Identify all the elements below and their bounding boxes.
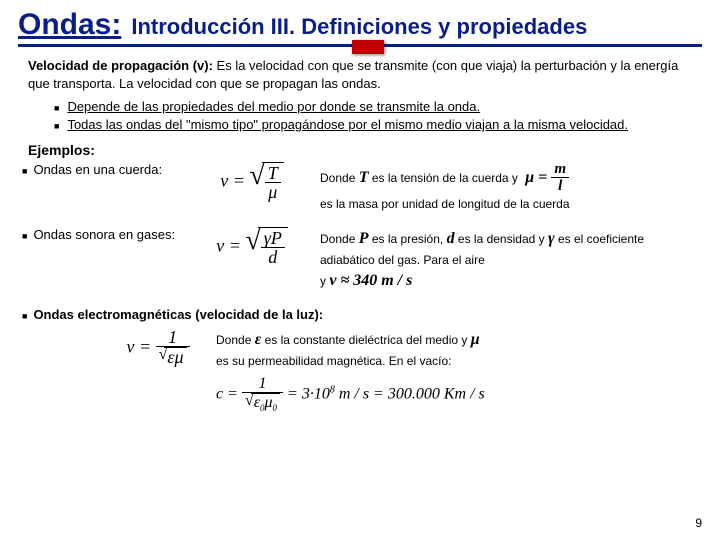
bullet-icon: ■ xyxy=(54,102,59,116)
sonora-explain: Donde P es la presión, d es la densidad … xyxy=(320,227,702,293)
intro-lead-bold: Velocidad de propagación (v): xyxy=(28,58,213,73)
em-formula: v = 1 √εμ xyxy=(108,328,208,368)
example-em: v = 1 √εμ Donde ε es la constante dieléc… xyxy=(108,328,702,414)
bullet-icon: ■ xyxy=(22,166,27,176)
em-vacuum-formula: c = 1 √ε0μ0 = 3·108 m / s = 300.000 Km /… xyxy=(216,376,702,414)
bullet-text: Todas las ondas del "mismo tipo" propagá… xyxy=(67,116,628,134)
sonora-label: ■ Ondas sonora en gases: xyxy=(22,227,192,242)
cuerda-explain: Donde T es la tensión de la cuerda y μ =… xyxy=(320,162,702,213)
cuerda-label: ■ Ondas en una cuerda: xyxy=(22,162,192,177)
em-heading: ■ Ondas electromagnéticas (velocidad de … xyxy=(22,307,702,322)
example-cuerda: ■ Ondas en una cuerda: v = √ Tμ Donde T … xyxy=(18,162,702,213)
sonora-formula: v = √ γPd xyxy=(192,227,312,268)
bullet-icon: ■ xyxy=(54,120,59,134)
title-main: Ondas: xyxy=(18,8,121,42)
cuerda-formula: v = √ Tμ xyxy=(192,162,312,203)
bullet-item: ■ Todas las ondas del "mismo tipo" propa… xyxy=(54,116,702,134)
bullet-icon: ■ xyxy=(22,231,27,241)
bullet-item: ■ Depende de las propiedades del medio p… xyxy=(54,98,702,116)
em-explain: Donde ε es la constante dieléctrica del … xyxy=(216,328,702,414)
title-sub: Introducción III. Definiciones y propied… xyxy=(131,14,587,40)
example-sonora: ■ Ondas sonora en gases: v = √ γPd Donde… xyxy=(18,227,702,293)
decorative-red-box xyxy=(352,40,384,54)
examples-heading: Ejemplos: xyxy=(28,142,702,158)
intro-bullets: ■ Depende de las propiedades del medio p… xyxy=(54,98,702,134)
bullet-icon: ■ xyxy=(22,311,27,322)
page-number: 9 xyxy=(695,516,702,530)
bullet-text: Depende de las propiedades del medio por… xyxy=(67,98,480,116)
intro-paragraph: Velocidad de propagación (v): Es la velo… xyxy=(28,57,692,92)
